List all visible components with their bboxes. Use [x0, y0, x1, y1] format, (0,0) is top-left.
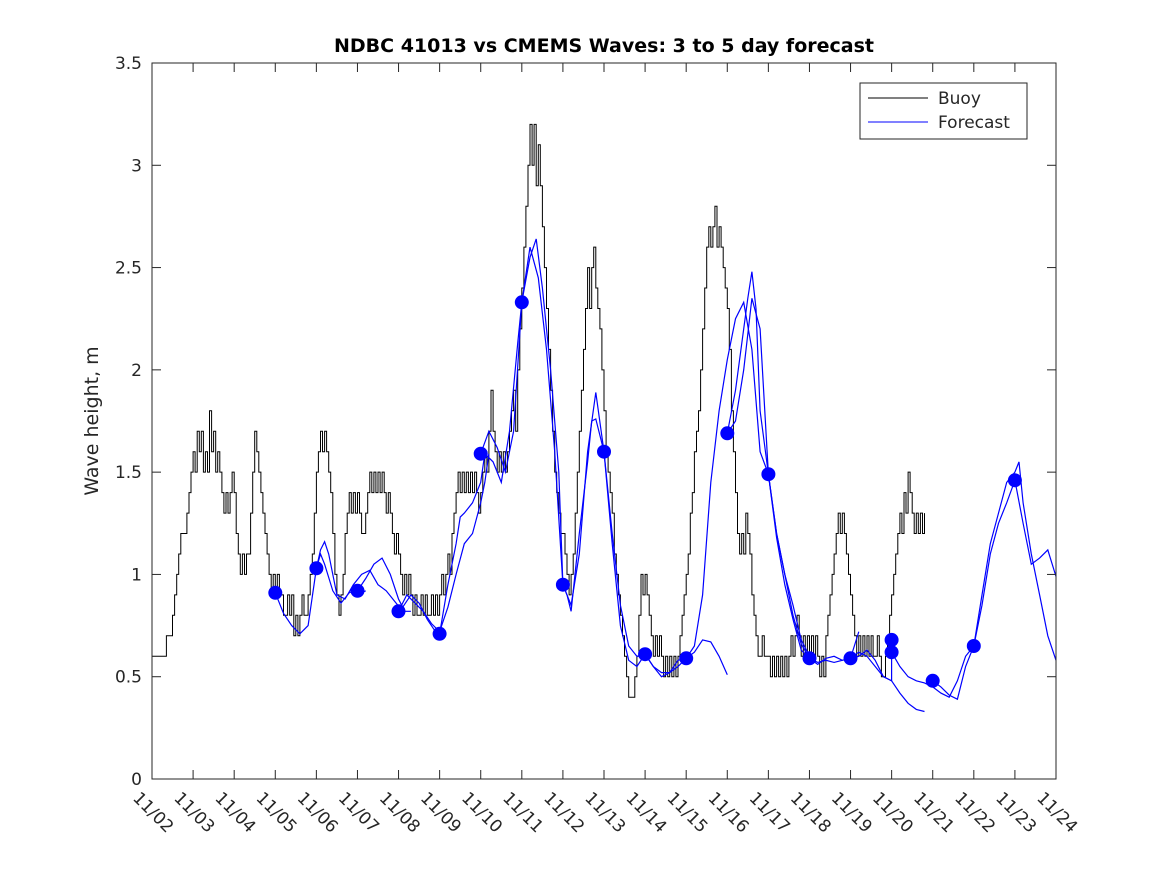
- y-tick-label: 0: [131, 770, 142, 790]
- y-tick-label: 3: [131, 156, 142, 176]
- forecast-marker: [802, 651, 817, 666]
- forecast-series-line: [397, 453, 490, 633]
- forecast-marker: [761, 467, 776, 482]
- forecast-marker: [1007, 473, 1022, 488]
- y-tick-label: 2: [131, 361, 142, 381]
- chart-title: NDBC 41013 vs CMEMS Waves: 3 to 5 day fo…: [334, 35, 874, 57]
- forecast-marker: [884, 645, 899, 660]
- forecast-marker: [843, 651, 858, 666]
- forecast-marker: [555, 577, 570, 592]
- forecast-series-line: [973, 461, 1057, 661]
- forecast-marker: [391, 604, 406, 619]
- forecast-marker: [309, 561, 324, 576]
- forecast-series-line: [726, 271, 811, 657]
- forecast-series-line: [1014, 480, 1057, 577]
- forecast-series-line: [726, 298, 860, 666]
- plot-area: [152, 63, 1056, 779]
- forecast-marker: [884, 632, 899, 647]
- forecast-marker: [473, 446, 488, 461]
- legend-label-forecast: Forecast: [938, 113, 1010, 133]
- forecast-marker: [966, 639, 981, 653]
- buoy-series-line: [152, 123, 925, 698]
- forecast-marker: [679, 651, 694, 666]
- data-layer: [152, 123, 1057, 713]
- y-tick-label: 3.5: [115, 54, 142, 74]
- forecast-series-line: [767, 474, 893, 682]
- forecast-marker: [597, 444, 611, 459]
- forecast-series-line: [685, 300, 769, 659]
- forecast-series-line: [439, 302, 523, 634]
- y-tick-label: 2.5: [115, 259, 142, 279]
- y-tick-label: 0.5: [115, 668, 142, 688]
- forecast-marker: [720, 426, 735, 441]
- forecast-marker: [925, 673, 940, 688]
- forecast-series-line: [357, 557, 440, 635]
- legend-label-buoy: Buoy: [938, 89, 981, 109]
- forecast-series-line: [315, 540, 411, 612]
- y-tick-label: 1.5: [115, 463, 142, 483]
- forecast-series-line: [480, 238, 564, 585]
- forecast-marker: [268, 585, 283, 600]
- forecast-marker: [514, 295, 529, 310]
- forecast-marker: [638, 647, 653, 662]
- forecast-marker: [350, 583, 365, 598]
- y-tick-label: 1: [131, 565, 142, 585]
- legend: Buoy Forecast: [859, 82, 1028, 140]
- forecast-series-line: [850, 651, 925, 713]
- y-axis-label: Wave height, m: [81, 346, 103, 495]
- legend-box: [859, 82, 1028, 140]
- forecast-marker: [432, 626, 447, 641]
